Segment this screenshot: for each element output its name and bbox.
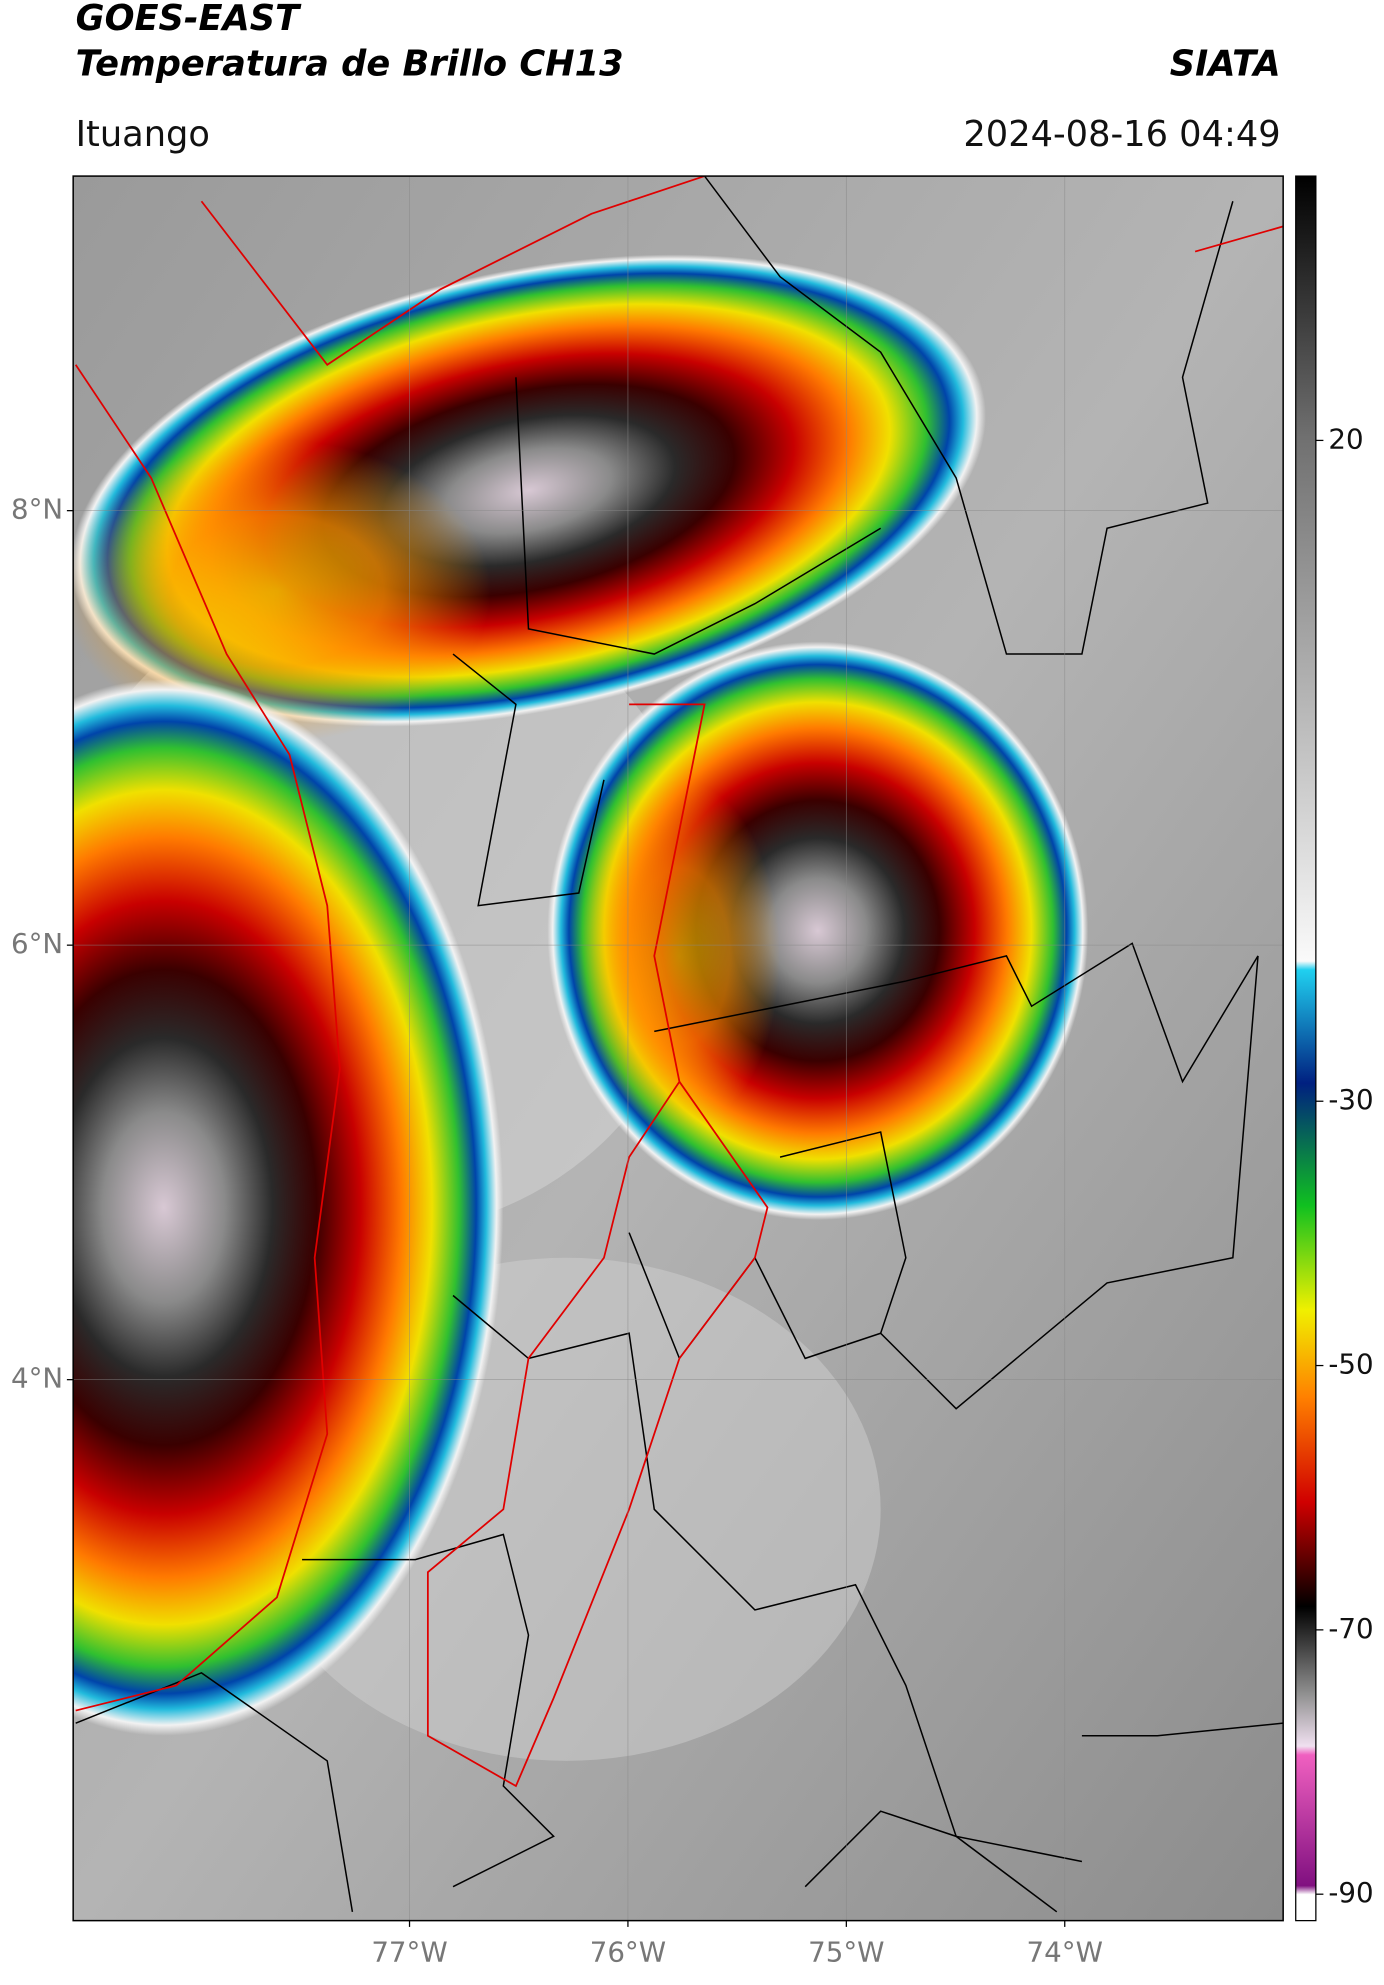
storm-central-edge — [578, 779, 781, 1132]
colorbar-tick-label: -90 — [1328, 1876, 1373, 1909]
colorbar-tick-label: -70 — [1328, 1612, 1373, 1645]
lon-tick-label: 75°W — [808, 1935, 884, 1968]
colorbar-tick-label: 20 — [1328, 422, 1363, 455]
map-frame — [72, 175, 1284, 1922]
colorbar-tick-label: -50 — [1328, 1348, 1373, 1381]
storm-north-west — [73, 440, 491, 743]
lon-tick-label: 74°W — [1027, 1935, 1103, 1968]
datetime: 2024-08-16 04:49 — [963, 114, 1280, 155]
lon-tick-label: 77°W — [371, 1935, 447, 1968]
title-line1: GOES-EAST — [76, 0, 302, 39]
boundaries — [75, 176, 1284, 1913]
lat-tick-label: 4°N — [11, 1362, 63, 1395]
lat-tick-label: 6°N — [11, 927, 63, 960]
department-boundary — [74, 176, 1284, 1788]
lon-tick-label: 76°W — [590, 1935, 666, 1968]
colorbar-tick-label: -30 — [1328, 1083, 1373, 1116]
organization: SIATA — [1170, 43, 1281, 84]
colorbar — [1295, 175, 1317, 1922]
map-image — [73, 176, 1284, 1921]
lat-tick-label: 8°N — [11, 493, 63, 526]
title-line2: Temperatura de Brillo CH13 — [76, 43, 624, 84]
location: Ituango — [76, 114, 210, 155]
storm-west — [73, 679, 504, 1736]
graticule — [73, 176, 1284, 1921]
